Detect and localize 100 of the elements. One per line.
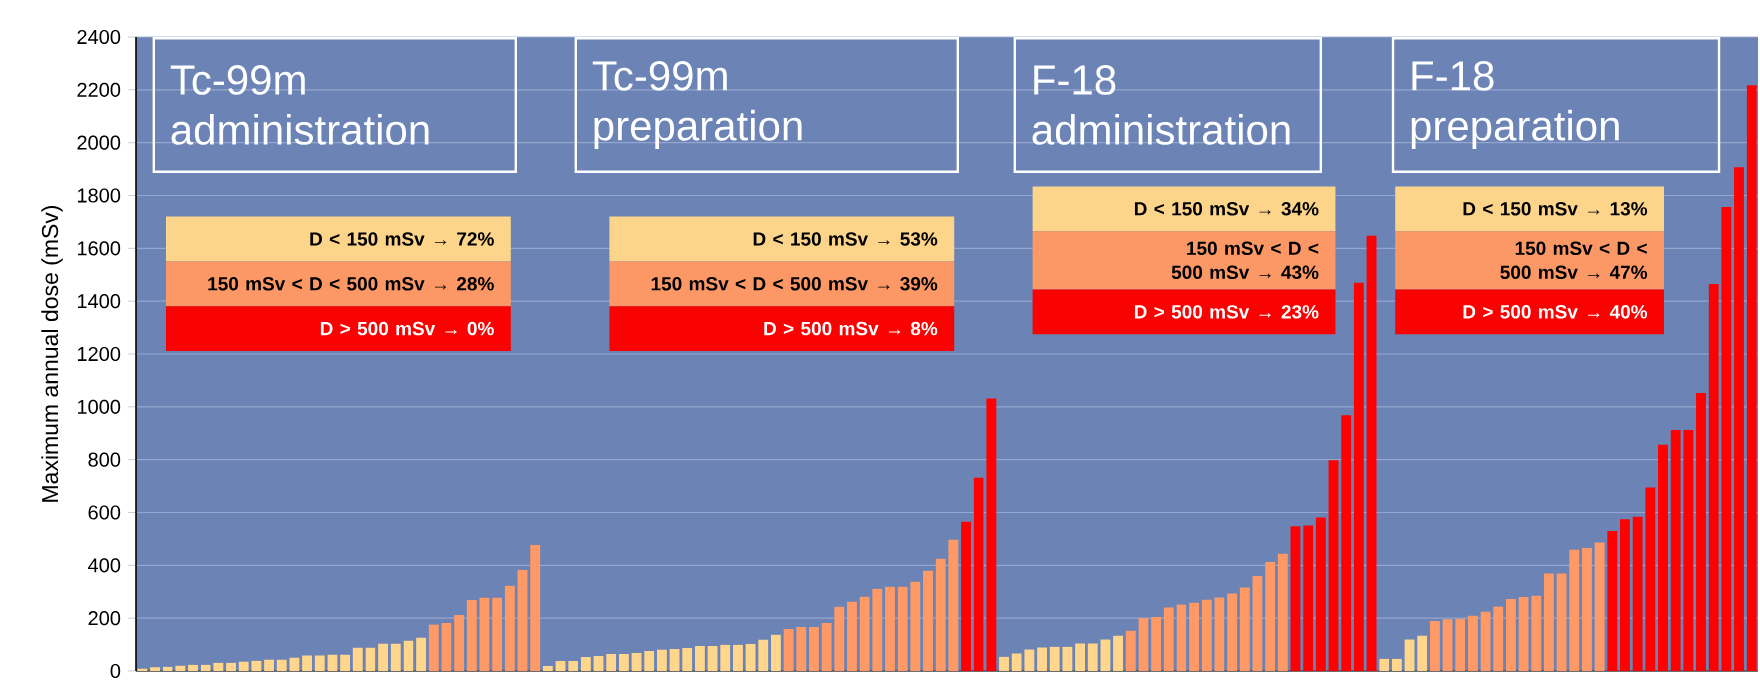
bar [264, 659, 274, 671]
bar [732, 644, 743, 671]
annotation: D < 150 mSv → 34% [1134, 202, 1319, 216]
bar [631, 653, 642, 671]
bar [796, 626, 807, 671]
bar [593, 655, 604, 671]
bar [1113, 635, 1124, 671]
bar [441, 622, 452, 671]
bar [1176, 604, 1187, 671]
bar [1594, 542, 1605, 671]
bar [618, 654, 629, 671]
bar [897, 586, 908, 671]
annotation: 150 mSv < D < 500 mSv → 43% [1171, 241, 1319, 280]
bar [821, 622, 832, 671]
bar [340, 654, 351, 671]
bar [758, 639, 769, 671]
y-tick-label: 1400 [77, 294, 121, 309]
bar [745, 644, 756, 671]
bar [783, 629, 794, 671]
bar [1721, 207, 1732, 671]
bar [175, 665, 186, 671]
bar [1201, 599, 1212, 671]
bar [1366, 235, 1377, 671]
bar [1569, 549, 1580, 671]
bar [1303, 525, 1314, 671]
bar [466, 599, 477, 671]
bar [390, 643, 401, 671]
bar [1379, 658, 1390, 671]
bar [1239, 587, 1250, 671]
bar [1163, 607, 1174, 671]
bar [999, 656, 1009, 671]
annotation: D > 500 mSv → 0% [320, 321, 494, 336]
bar [517, 570, 528, 671]
bar [1100, 639, 1111, 671]
bar [314, 655, 325, 671]
bar [847, 601, 857, 671]
bar [1189, 602, 1200, 671]
y-tick-label: 400 [88, 558, 121, 573]
bar [1151, 617, 1162, 671]
bar [885, 586, 895, 671]
y-tick-label: 200 [88, 611, 121, 626]
y-tick-label: 1200 [77, 346, 121, 362]
annotation: F-18 administration [1032, 65, 1290, 145]
bar [1087, 643, 1098, 671]
bar [1138, 617, 1149, 671]
bar [1493, 606, 1504, 671]
bar [1290, 526, 1301, 671]
bar [1455, 618, 1466, 671]
bar [1429, 621, 1440, 671]
bar [1252, 575, 1263, 671]
bar [872, 588, 883, 671]
bar [302, 655, 313, 671]
bar [251, 660, 262, 671]
bar [1645, 487, 1656, 671]
bar [1037, 647, 1047, 671]
bar [948, 539, 959, 671]
bar [276, 659, 287, 671]
bar [1670, 430, 1681, 671]
annotation: D < 150 mSv → 13% [1463, 202, 1648, 216]
annotation: D > 500 mSv → 23% [1134, 305, 1319, 319]
bar [1518, 597, 1529, 671]
bar [1543, 573, 1554, 671]
bar [403, 640, 414, 671]
bar [1442, 619, 1453, 671]
bar [1556, 573, 1567, 671]
annotation: 150 mSv < D < 500 mSv → 28% [208, 277, 494, 291]
bar [1467, 615, 1478, 671]
annotation: 150 mSv < D < 500 mSv → 47% [1500, 241, 1648, 280]
bar [213, 662, 224, 671]
bar [454, 614, 465, 671]
annotation: Tc-99m preparation [592, 60, 802, 150]
bar [416, 637, 427, 671]
annotation: D < 150 mSv → 53% [753, 232, 938, 246]
bar [428, 624, 439, 671]
bar [1658, 444, 1668, 671]
bar [707, 645, 718, 671]
y-tick-label: 2200 [77, 82, 121, 97]
annotation: D > 500 mSv → 40% [1463, 305, 1648, 319]
y-tick-label: 1600 [77, 241, 121, 256]
bar [352, 647, 363, 671]
bar [365, 647, 376, 671]
y-tick-label: 800 [88, 452, 121, 467]
bar [1277, 553, 1288, 671]
bar [530, 544, 541, 671]
bar [1417, 635, 1428, 671]
bar [1341, 415, 1352, 671]
bar [1075, 643, 1086, 671]
bar [1480, 611, 1491, 671]
bar [1049, 646, 1060, 671]
bar [1582, 547, 1592, 671]
bar [1125, 630, 1136, 671]
bar [504, 585, 515, 671]
bar [1620, 519, 1630, 671]
bar [1505, 598, 1516, 671]
bar [1734, 167, 1744, 671]
y-tick-label: 2400 [77, 29, 121, 45]
bar [580, 657, 591, 671]
bar [973, 477, 984, 671]
bar [656, 649, 667, 671]
bar [1315, 517, 1326, 671]
